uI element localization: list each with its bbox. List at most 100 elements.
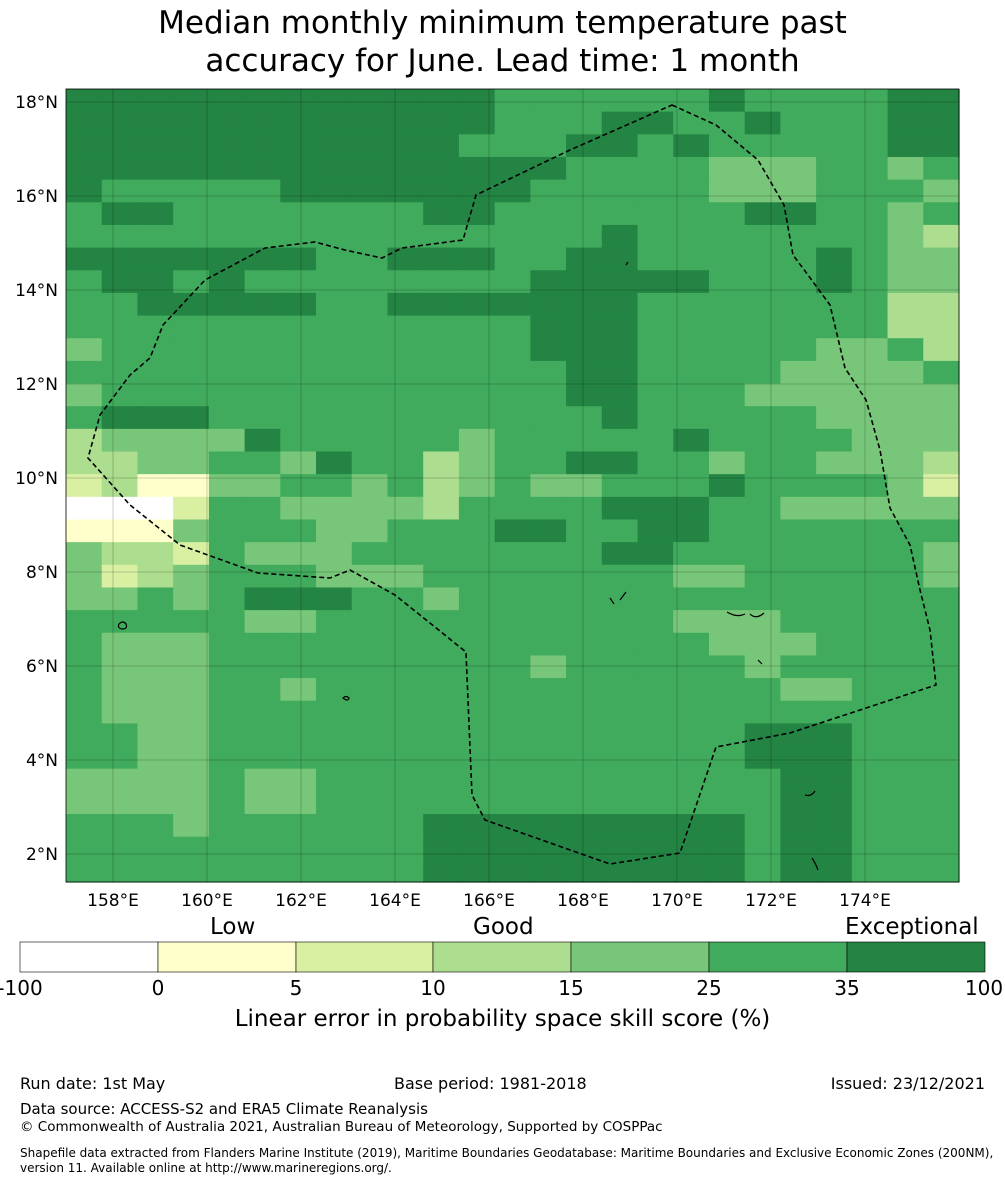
grid-cell [923,836,960,860]
grid-cell [673,270,710,294]
grid-cell [744,632,781,657]
grid-cell [137,836,174,860]
grid-cell [316,451,353,475]
grid-cell [423,89,460,113]
grid-cell [744,542,781,566]
grid-cell [101,542,139,566]
grid-cell [458,836,496,860]
grid-cell [244,179,281,203]
grid-cell [494,723,531,747]
grid-cell [101,791,139,815]
longitude-label: 166°E [463,891,515,911]
grid-cell [708,564,746,589]
grid-cell [280,746,317,770]
grid-cell [387,587,424,611]
grid-cell [851,89,889,113]
grid-cell [458,655,496,679]
grid-cell [708,406,746,430]
grid-cell [887,564,924,589]
grid-cell [208,202,246,226]
grid-cell [387,360,424,385]
grid-cell [744,746,781,770]
grid-cell [173,202,210,226]
grid-cell [387,428,424,453]
grid-cell [316,89,353,113]
grid-cell [708,224,746,249]
grid-cell [923,519,960,543]
grid-cell [137,406,174,430]
grid-cell [673,723,710,747]
grid-cell [208,315,246,339]
grid-cell [566,632,603,657]
colorbar-segment [157,941,297,973]
grid-cell [458,111,496,135]
grid-cell [601,428,639,453]
grid-cell [458,542,496,566]
grid-cell [566,315,603,339]
grid-cell [566,451,603,475]
grid-cell [423,587,460,611]
grid-cell [316,383,353,407]
grid-cell [744,723,781,747]
grid-cell [423,496,460,521]
grid-cell [673,746,710,770]
grid-cell [423,134,460,158]
grid-cell [637,224,674,249]
grid-cell [673,179,710,203]
colorbar-segment [708,941,848,973]
grid-cell [673,814,710,838]
grid-cell [530,383,567,407]
grid-cell [208,587,246,611]
grid-cell [458,202,496,226]
grid-cell [566,292,603,317]
grid-cell [673,564,710,589]
grid-cell [851,836,889,860]
grid-cell [923,474,960,498]
grid-cell [208,179,246,203]
grid-cell [887,836,924,860]
grid-cell [423,202,460,226]
grid-cell [351,791,389,815]
grid-cell [66,610,103,634]
copyright: © Commonwealth of Australia 2021, Austra… [20,1119,663,1135]
grid-cell [744,224,781,249]
grid-cell [601,564,639,589]
grid-cell [423,156,460,181]
grid-cell [566,202,603,226]
grid-cell [851,202,889,226]
grid-cell [637,814,674,838]
grid-cell [458,338,496,362]
grid-cell [851,723,889,747]
grid-cell [923,496,960,521]
grid-cell [316,859,353,883]
grid-cell [244,700,281,724]
grid-cell [316,270,353,294]
grid-cell [208,859,246,883]
grid-cell [923,859,960,883]
grid-cell [351,383,389,407]
grid-cell [566,360,603,385]
grid-cell [637,451,674,475]
grid-cell [494,496,531,521]
grid-cell [708,542,746,566]
grid-cell [566,179,603,203]
grid-cell [923,360,960,385]
grid-cell [530,292,567,317]
grid-cell [208,406,246,430]
latitude-label: 4°N [26,751,58,771]
grid-cell [458,156,496,181]
grid-cell [816,496,853,521]
grid-cell [816,179,853,203]
grid-cell [887,406,924,430]
grid-cell [137,814,174,838]
grid-cell [530,564,567,589]
grid-cell [458,406,496,430]
grid-cell [208,383,246,407]
grid-cell [316,768,353,792]
grid-cell [851,564,889,589]
grid-cell [816,564,853,589]
grid-cell [173,496,210,521]
grid-cell [887,859,924,883]
grid-cell [66,179,103,203]
grid-cell [494,179,531,203]
